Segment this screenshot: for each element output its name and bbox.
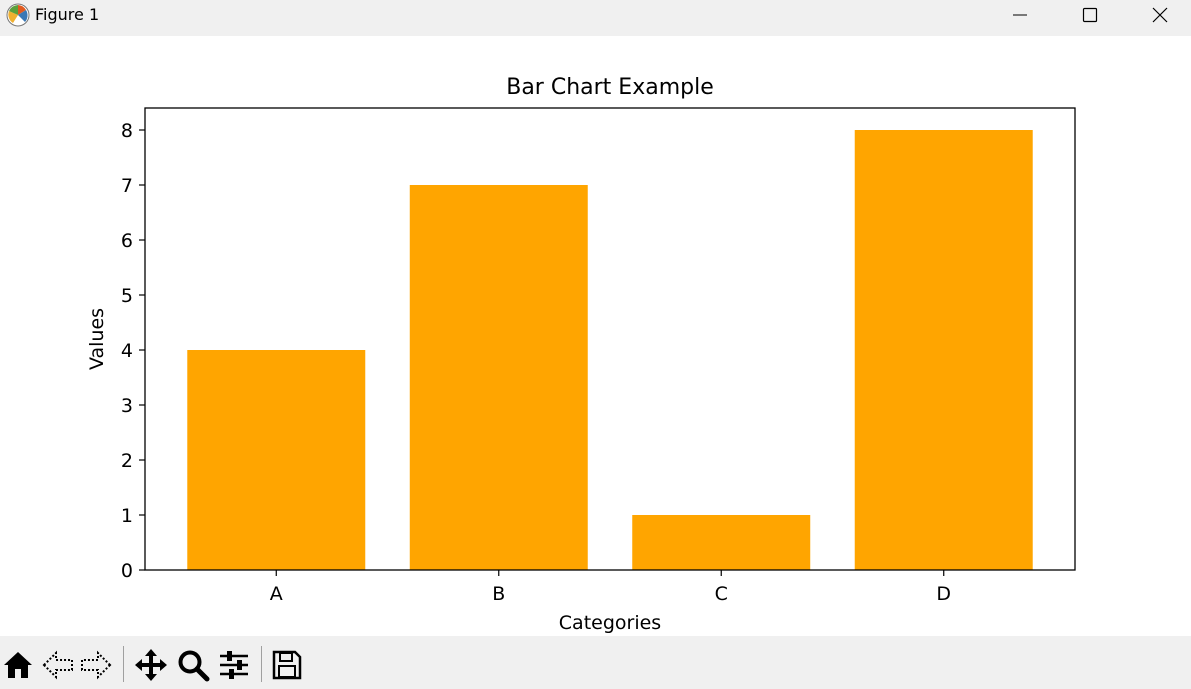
save-button[interactable] — [269, 645, 305, 685]
configure-subplots-icon — [220, 651, 248, 679]
matplotlib-app-icon — [6, 3, 30, 27]
home-icon — [4, 652, 32, 678]
window-title: Figure 1 — [35, 5, 100, 24]
toolbar-separator — [123, 646, 124, 682]
minimize-icon — [1013, 14, 1027, 16]
bar-B — [409, 185, 588, 570]
window-titlebar: Figure 1 — [0, 0, 1191, 36]
x-tick-label: A — [270, 583, 283, 605]
y-tick-label: 7 — [121, 175, 133, 197]
maximize-button[interactable] — [1055, 0, 1125, 30]
y-axis-label: Values — [86, 308, 108, 370]
y-tick-label: 3 — [121, 395, 133, 417]
forward-button[interactable] — [78, 645, 114, 685]
bar-A — [187, 350, 366, 570]
configure-subplots-button[interactable] — [216, 645, 252, 685]
x-tick-label: B — [492, 583, 505, 605]
close-button[interactable] — [1125, 0, 1191, 30]
bar-D — [854, 130, 1033, 570]
toolbar-separator — [261, 646, 262, 682]
bar-chart: Bar Chart Example 0 1 2 3 4 5 6 7 8 A B C D Categor… — [86, 75, 1076, 634]
save-floppy-icon — [272, 650, 302, 680]
y-tick-label: 1 — [121, 505, 133, 527]
forward-arrow-icon — [81, 650, 112, 680]
y-tick-label: 2 — [121, 450, 133, 472]
back-button[interactable] — [40, 645, 76, 685]
figure-canvas: Bar Chart Example 0 1 2 3 4 5 6 7 8 A B C D Categor… — [0, 36, 1191, 636]
y-tick-label: 5 — [121, 285, 133, 307]
minimize-button[interactable] — [985, 0, 1055, 30]
y-tick-label: 6 — [121, 230, 133, 252]
pan-move-icon — [135, 649, 167, 681]
x-tick-label: D — [936, 583, 951, 605]
zoom-magnifier-icon — [178, 650, 210, 682]
y-tick-label: 8 — [121, 120, 133, 142]
close-icon — [1152, 7, 1168, 23]
y-tick-label: 0 — [121, 560, 133, 582]
home-button[interactable] — [0, 645, 36, 685]
x-axis-label: Categories — [559, 612, 661, 634]
pan-button[interactable] — [133, 645, 169, 685]
chart-title: Bar Chart Example — [506, 75, 714, 100]
back-arrow-icon — [42, 650, 73, 680]
bar-C — [632, 515, 811, 570]
maximize-icon — [1082, 7, 1098, 23]
zoom-button[interactable] — [175, 645, 211, 685]
y-tick-label: 4 — [121, 340, 133, 362]
x-tick-label: C — [715, 583, 728, 605]
plot-frame — [144, 107, 1076, 571]
